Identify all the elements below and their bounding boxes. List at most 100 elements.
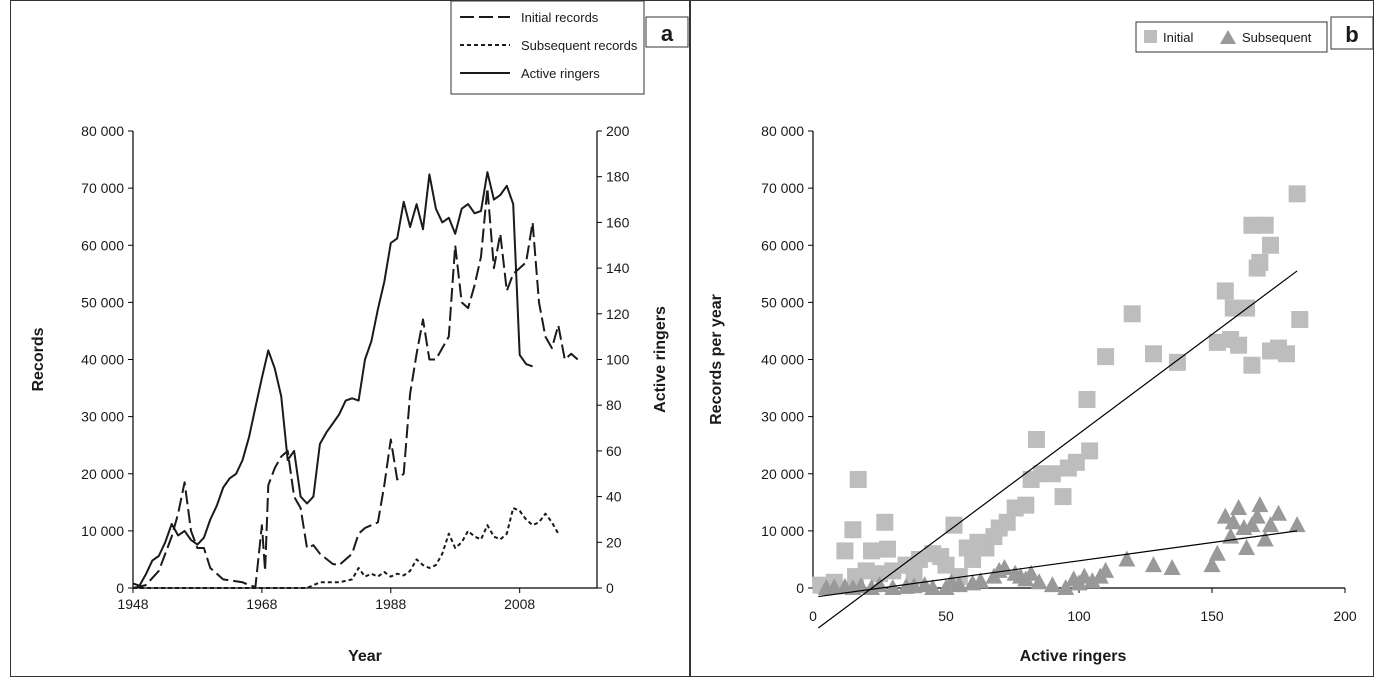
data-point-initial	[1230, 336, 1248, 354]
data-point-subsequent	[884, 579, 902, 595]
y-tick-label: 30 000	[761, 409, 804, 425]
data-point-subsequent	[1251, 496, 1269, 513]
data-point-initial	[1054, 488, 1072, 506]
legend-a: Initial records Subsequent records Active …	[450, 0, 645, 95]
data-point-subsequent	[1097, 561, 1115, 578]
y2-tick-label: 0	[606, 580, 614, 596]
data-point-subsequent	[950, 576, 968, 593]
y-tick-label: 80 000	[761, 123, 804, 139]
y-tick-label: 80 000	[81, 123, 124, 139]
data-point-initial	[1097, 348, 1115, 366]
data-point-initial	[998, 513, 1016, 531]
data-point-initial	[844, 521, 862, 539]
data-point-subsequent	[1230, 499, 1248, 516]
data-point-initial	[836, 542, 854, 560]
data-point-initial	[964, 550, 982, 568]
data-point-subsequent	[1288, 516, 1306, 533]
legend-b-swatch-subsequent	[1220, 30, 1236, 44]
y2-tick-label: 200	[606, 123, 630, 139]
data-point-subsequent	[1224, 513, 1242, 530]
data-point-initial	[1027, 430, 1045, 448]
panel-b-tag-box	[1330, 16, 1374, 50]
data-point-subsequent	[852, 577, 870, 594]
x-tick-label: 1988	[375, 596, 406, 612]
panel-b-tag: b	[1345, 22, 1358, 47]
data-point-initial	[937, 556, 955, 574]
data-point-initial	[863, 542, 881, 560]
legend-a-label-2: Active ringers	[521, 66, 600, 81]
y-tick-label: 20 000	[761, 466, 804, 482]
y2-tick-label: 140	[606, 260, 630, 276]
y2-tick-label: 120	[606, 306, 630, 322]
y-tick-label: 70 000	[81, 180, 124, 196]
data-point-subsequent	[1262, 516, 1280, 533]
y-axis-title: Records	[30, 327, 47, 391]
y2-tick-label: 20	[606, 534, 622, 550]
trendline-0	[817, 270, 1298, 629]
y2-tick-label: 180	[606, 169, 630, 185]
x-tick-label: 150	[1200, 608, 1224, 624]
data-point-subsequent	[1203, 556, 1221, 573]
x-tick-label: 1948	[117, 596, 148, 612]
data-point-initial	[1243, 356, 1261, 374]
panel-b-frame	[690, 0, 1374, 677]
y-tick-label: 0	[116, 580, 124, 596]
y-tick-label: 50 000	[81, 294, 124, 310]
legend-b-swatch-initial	[1144, 30, 1157, 43]
y-tick-label: 30 000	[81, 409, 124, 425]
data-point-initial	[1251, 253, 1269, 271]
data-point-subsequent	[1208, 544, 1226, 561]
y-tick-label: 10 000	[761, 523, 804, 539]
data-point-initial	[878, 540, 896, 558]
x-tick-label: 0	[809, 608, 817, 624]
data-point-initial	[1277, 345, 1295, 363]
data-point-subsequent	[1057, 579, 1075, 595]
x-axis-title: Active ringers	[1020, 648, 1127, 665]
y-axis-title: Records per year	[708, 294, 725, 425]
data-point-initial	[1256, 216, 1274, 234]
data-point-initial	[1078, 390, 1096, 408]
data-point-initial	[1224, 299, 1242, 317]
data-point-initial	[849, 470, 867, 488]
data-point-subsequent	[1216, 507, 1234, 524]
legend-a-label-1: Subsequent records	[521, 38, 638, 53]
data-point-subsequent	[924, 579, 942, 595]
y-tick-label: 0	[796, 580, 804, 596]
y-tick-label: 50 000	[761, 294, 804, 310]
data-point-subsequent	[1083, 572, 1101, 589]
x-tick-label: 200	[1333, 608, 1357, 624]
y2-tick-label: 100	[606, 352, 630, 368]
data-point-subsequent	[1248, 507, 1266, 524]
panel-a-tag: a	[661, 21, 674, 46]
y2-tick-label: 160	[606, 214, 630, 230]
data-point-subsequent	[1243, 516, 1261, 533]
data-point-subsequent	[1256, 530, 1274, 547]
data-point-subsequent	[1163, 559, 1181, 576]
y2-axis-title: Active ringers	[652, 306, 669, 413]
data-point-initial	[1017, 496, 1035, 514]
data-point-subsequent	[972, 572, 990, 589]
x-tick-label: 2008	[504, 596, 535, 612]
data-point-initial	[1262, 236, 1280, 254]
panel-a: 0 10 000 20 000 30 000 40 000 50 000 60 000 70 …	[10, 0, 690, 677]
data-point-subsequent	[1043, 576, 1061, 593]
y-tick-label: 40 000	[761, 352, 804, 368]
data-point-initial	[857, 562, 875, 580]
data-point-initial	[1288, 185, 1306, 203]
y-tick-label: 70 000	[761, 180, 804, 196]
series-line-1	[133, 507, 560, 589]
data-point-initial	[905, 568, 923, 586]
y-tick-label: 40 000	[81, 352, 124, 368]
x-tick-label: 1968	[246, 596, 277, 612]
data-point-initial	[871, 565, 888, 583]
data-point-initial	[876, 513, 894, 531]
panel-b: 0 10 000 20 000 30 000 40 000 50 000 60 000 70 …	[690, 0, 1374, 677]
data-point-initial	[1081, 442, 1099, 460]
y-tick-label: 20 000	[81, 466, 124, 482]
legend-b-label-initial: Initial	[1163, 30, 1193, 45]
data-point-initial	[1168, 353, 1186, 371]
data-point-initial	[1067, 453, 1085, 471]
data-point-initial	[1144, 345, 1162, 363]
data-point-subsequent	[1118, 550, 1136, 567]
